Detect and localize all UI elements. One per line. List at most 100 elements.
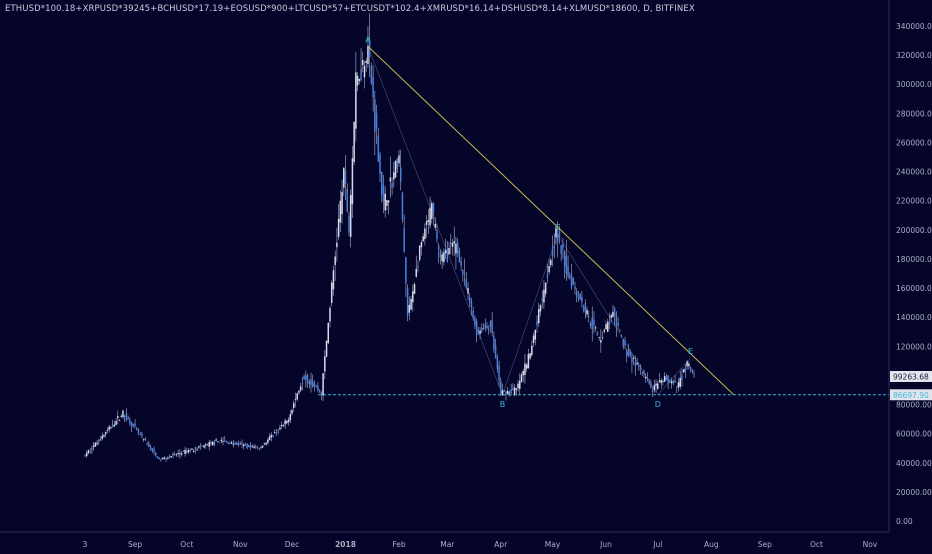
candle-body [641, 372, 644, 373]
candle-body [588, 316, 590, 317]
candle-body [610, 315, 612, 318]
candle-body [391, 183, 393, 188]
candle-body [682, 369, 685, 373]
candle-body [375, 112, 378, 129]
candle-body [481, 328, 483, 332]
candle-body [101, 435, 104, 439]
candle-body [536, 321, 538, 325]
candle-body [89, 450, 91, 452]
candle-body [515, 388, 518, 391]
candle-body [165, 458, 167, 460]
candle-body [87, 450, 90, 454]
candle-body [496, 357, 499, 369]
candle-body [367, 45, 369, 64]
candle-body [237, 442, 240, 446]
candle-body [410, 298, 412, 310]
candle-body [688, 363, 690, 367]
candle-body [603, 329, 606, 332]
candle-body [332, 270, 335, 290]
candle-body [275, 432, 278, 434]
candle-body [681, 375, 683, 380]
candle-body [351, 158, 354, 205]
candle-body [401, 192, 404, 220]
x-tick-label: Nov [863, 540, 878, 549]
candle-body [387, 200, 390, 203]
candle-body [651, 390, 654, 392]
support-price-badge: 86697.90 [893, 391, 929, 400]
candle-body [267, 439, 269, 443]
candle-body [251, 446, 254, 447]
candle-body [465, 278, 468, 288]
candle-body [349, 194, 352, 237]
candle-body [403, 227, 405, 253]
candle-body [436, 230, 438, 239]
candle-body [631, 357, 633, 363]
candle-body [686, 361, 688, 367]
candle-body [437, 245, 440, 250]
candle-body [242, 444, 245, 447]
x-tick-label: Dec [285, 540, 300, 549]
candle-body [315, 385, 317, 387]
x-tick-label: Aug [704, 540, 719, 549]
candle-body [284, 420, 286, 425]
candle-body [429, 207, 431, 226]
x-tick-label: Mar [440, 540, 455, 549]
candle-body [223, 440, 226, 442]
candle-body [434, 223, 436, 228]
candle-body [356, 75, 359, 86]
price-badges-layer: 99263.68 86697.90 [890, 370, 932, 401]
candle-body [420, 242, 423, 248]
candle-body [555, 227, 557, 238]
candle-body [172, 454, 174, 456]
candle-body [365, 60, 367, 63]
candle-body [125, 413, 128, 421]
x-tick-label: May [545, 540, 561, 549]
candle-body [260, 447, 262, 448]
candle-body [527, 353, 530, 369]
candle-body [341, 191, 343, 215]
candle-body [84, 454, 86, 456]
candle-body [591, 317, 593, 330]
candle-body [137, 429, 140, 433]
candle-body [422, 236, 424, 242]
candle-body [500, 381, 502, 394]
candle-body [484, 324, 487, 328]
candle-body [192, 450, 195, 453]
candle-body [575, 291, 578, 295]
candle-body [103, 434, 105, 437]
candle-body [296, 393, 298, 400]
support-price-badge-bg [890, 389, 932, 401]
candle-body [477, 331, 480, 332]
candle-body [280, 424, 283, 426]
candle-body [182, 450, 185, 452]
candle-body [405, 257, 407, 284]
candle-body [298, 390, 300, 393]
candle-body [149, 446, 152, 450]
candle-body [220, 439, 223, 442]
candle-body [639, 366, 642, 370]
candle-body [432, 203, 435, 214]
candle-body [458, 250, 461, 262]
y-tick-label: 80000.00 [896, 401, 932, 410]
candle-body [130, 422, 133, 428]
candle-body [446, 249, 449, 262]
candle-body [306, 374, 309, 384]
y-tick-label: 260000.00 [896, 138, 932, 147]
candle-body [472, 310, 474, 318]
candle-body [612, 312, 614, 317]
candle-body [91, 448, 93, 450]
candle-body [313, 383, 316, 387]
candle-body [129, 419, 131, 424]
candle-body [537, 309, 540, 324]
candle-body [358, 78, 361, 81]
candle-body [663, 376, 666, 382]
candle-body [572, 278, 575, 285]
candle-body [244, 444, 247, 446]
candle-body [258, 448, 261, 450]
candle-body [344, 170, 347, 185]
candle-body [206, 444, 209, 446]
candle-body [374, 99, 376, 132]
candle-body [191, 448, 193, 450]
